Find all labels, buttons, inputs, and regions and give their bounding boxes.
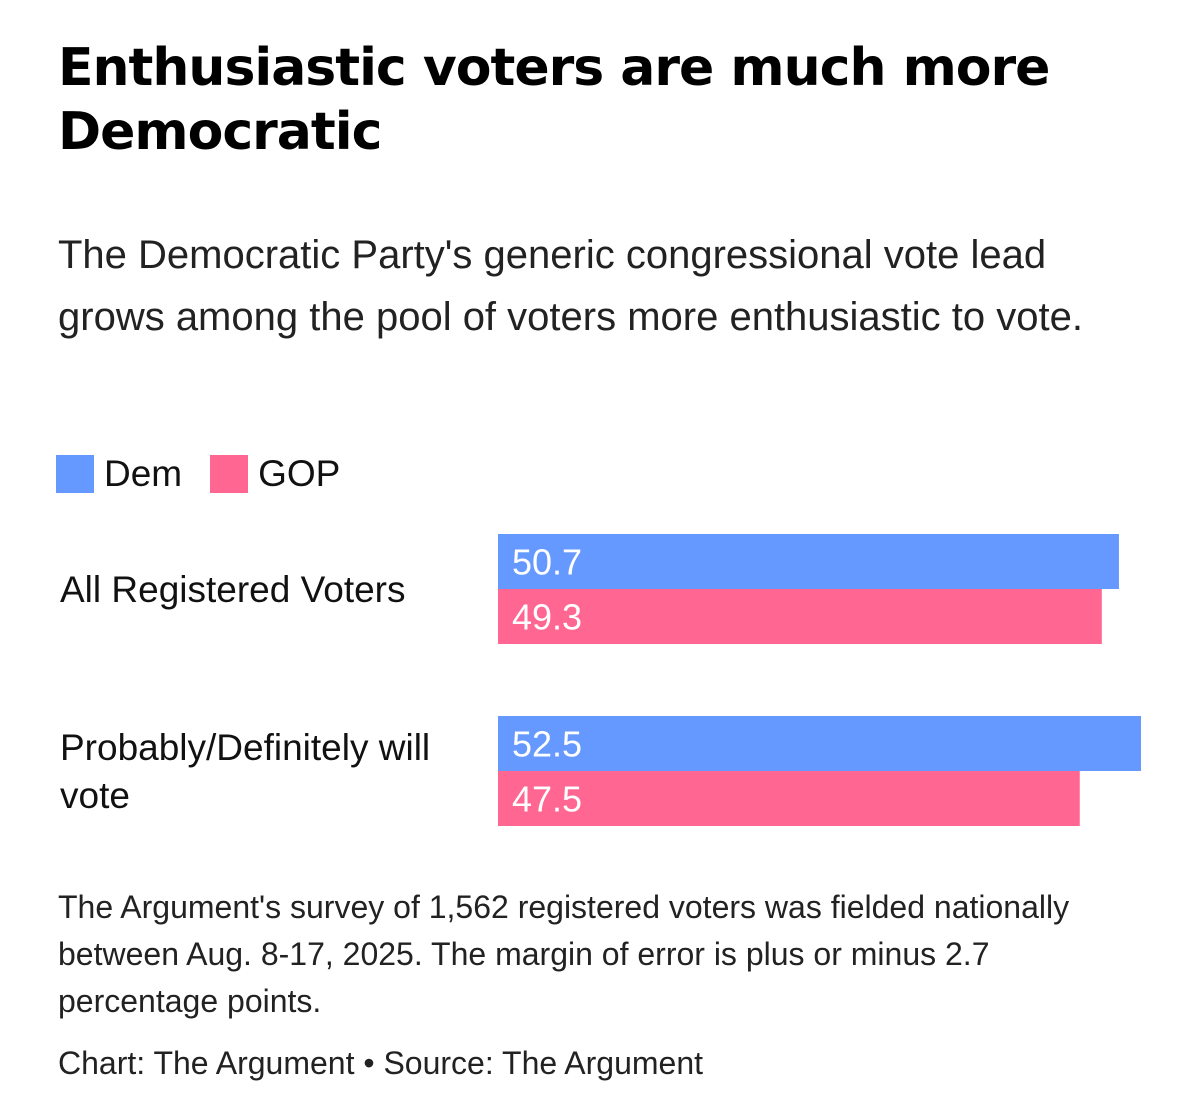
bar-dem [498, 716, 1141, 771]
chart-credit: Chart: The Argument • Source: The Argume… [58, 1045, 704, 1081]
chart-title: Enthusiastic voters are much more Democr… [58, 38, 1050, 162]
chart-notes: The Argument's survey of 1,562 registere… [58, 889, 1070, 1019]
bar-gop [498, 771, 1080, 826]
legend-label-gop: GOP [258, 453, 341, 494]
legend-swatch-dem [56, 455, 94, 493]
bar-dem [498, 534, 1119, 589]
bar-gop [498, 589, 1102, 644]
legend-swatch-gop [210, 455, 249, 493]
legend-item-dem: Dem [56, 453, 182, 495]
bar-value-label: 50.7 [512, 542, 582, 583]
legend: Dem GOP [56, 452, 368, 496]
bar-chart: All Registered Voters 50.7 49.3 Probably/De… [60, 534, 1141, 826]
bar-value-label: 52.5 [512, 724, 582, 765]
legend-item-gop: GOP [210, 453, 340, 495]
legend-label-dem: Dem [104, 453, 183, 494]
category-label: Probably/Definitely will vote [60, 727, 430, 816]
category-label: All Registered Voters [60, 569, 406, 610]
chart-subtitle: The Democratic Party's generic congressi… [58, 233, 1083, 339]
bar-value-label: 49.3 [512, 597, 582, 638]
bar-value-label: 47.5 [512, 779, 582, 820]
